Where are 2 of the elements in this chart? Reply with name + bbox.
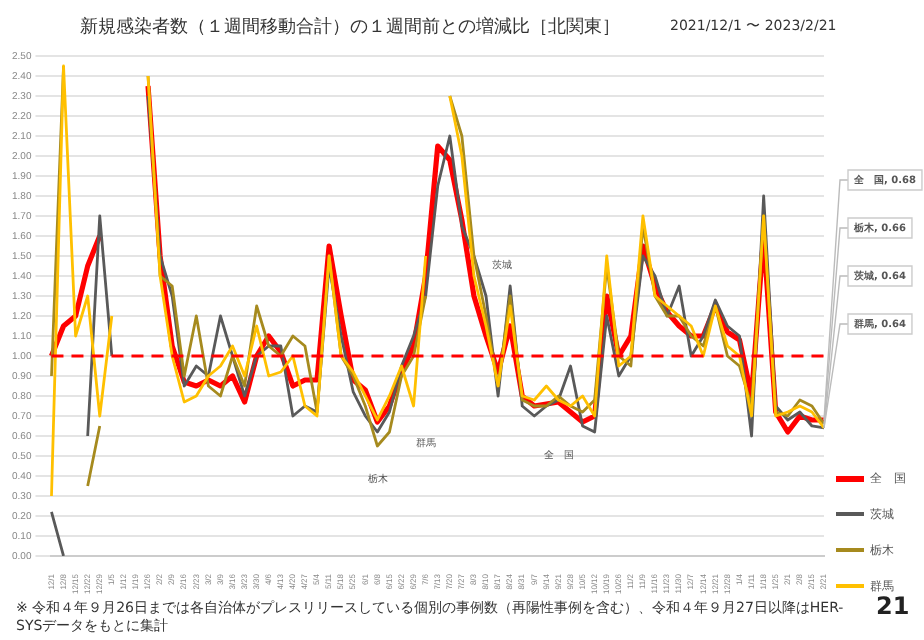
text: 21: [876, 592, 910, 620]
chart-title: 新規感染者数（１週間移動合計）の１週間前との増減比［北関東］: [80, 14, 620, 40]
